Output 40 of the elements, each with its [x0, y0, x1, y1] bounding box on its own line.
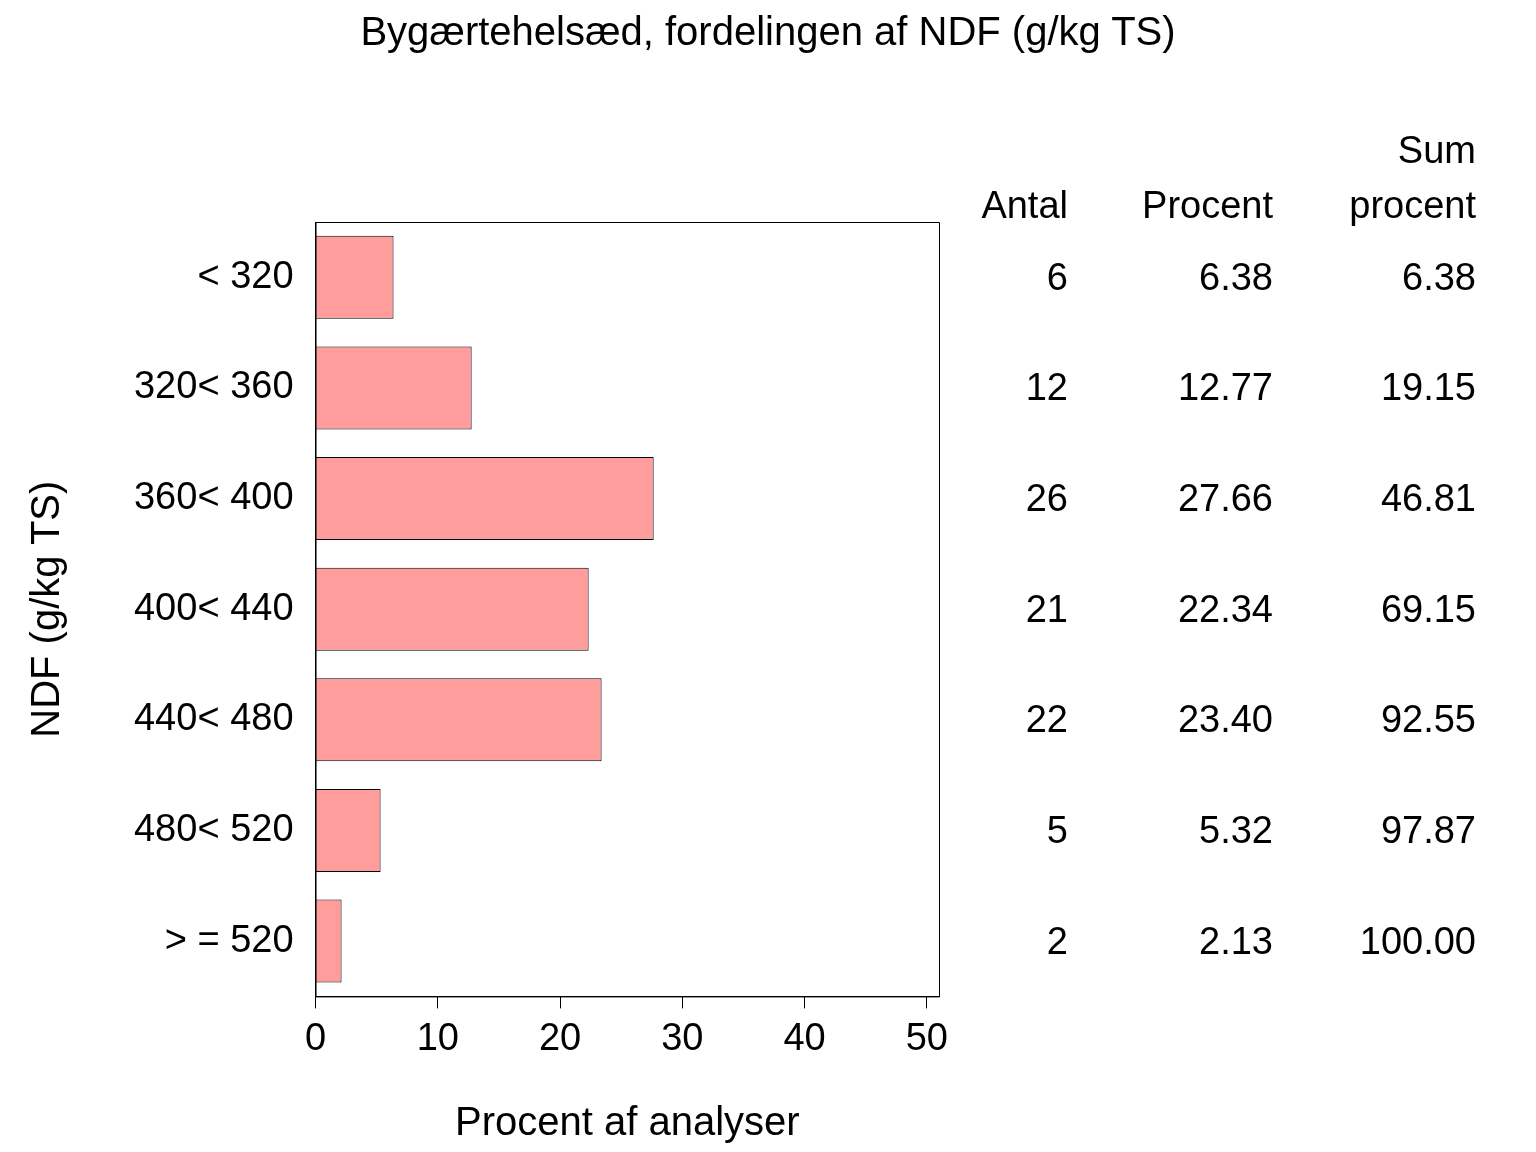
text: 22 — [1025, 698, 1068, 741]
chart-title: Bygærtehelsæd, fordelingen af NDF (g/kg TS) — [360, 9, 1176, 54]
x-tick-label: 40 — [783, 1015, 826, 1058]
data-label: 23.40 — [1177, 698, 1273, 741]
text: 5 — [1046, 808, 1068, 851]
data-label: 6.38 — [1199, 255, 1273, 298]
x-axis-title: Procent af analyser — [454, 1099, 800, 1144]
text: Sum procent — [1349, 129, 1477, 227]
data-label: 22.34 — [1177, 587, 1273, 630]
text: 6.38 — [1402, 255, 1476, 298]
data-label: 12.77 — [1177, 366, 1273, 409]
y-tick-label: 360< 400 — [133, 475, 294, 518]
text: 69.15 — [1380, 587, 1476, 630]
text: 26 — [1025, 477, 1068, 520]
text: 2 — [1046, 919, 1068, 962]
data-label: 27.66 — [1177, 477, 1273, 520]
data-label: 5.32 — [1199, 808, 1273, 851]
y-tick-label: 320< 360 — [133, 364, 294, 407]
text: Antal — [981, 184, 1068, 227]
x-tick-label: 20 — [538, 1015, 582, 1058]
x-tick-label: 0 — [304, 1015, 327, 1058]
y-tick-label: > = 520 — [164, 917, 294, 960]
text: 100.00 — [1359, 919, 1476, 962]
data-label: 2.13 — [1199, 919, 1273, 962]
text: 12 — [1025, 366, 1068, 409]
y-axis-title: NDF (g/kg TS) — [23, 480, 68, 738]
y-tick-label: 440< 480 — [133, 696, 294, 739]
x-tick-label: 10 — [416, 1015, 459, 1058]
text: 97.87 — [1380, 808, 1476, 851]
text: 19.15 — [1380, 366, 1476, 409]
x-tick-label: 30 — [661, 1015, 704, 1058]
y-tick-label: < 320 — [197, 253, 294, 296]
text: 21 — [1025, 587, 1068, 630]
text: Procent — [1142, 184, 1274, 227]
y-tick-label: 400< 440 — [133, 585, 294, 628]
x-tick-label: 50 — [905, 1015, 948, 1058]
text: 6 — [1046, 255, 1068, 298]
y-tick-label: 480< 520 — [133, 806, 294, 849]
text: 92.55 — [1380, 698, 1476, 741]
text: 46.81 — [1380, 477, 1476, 520]
